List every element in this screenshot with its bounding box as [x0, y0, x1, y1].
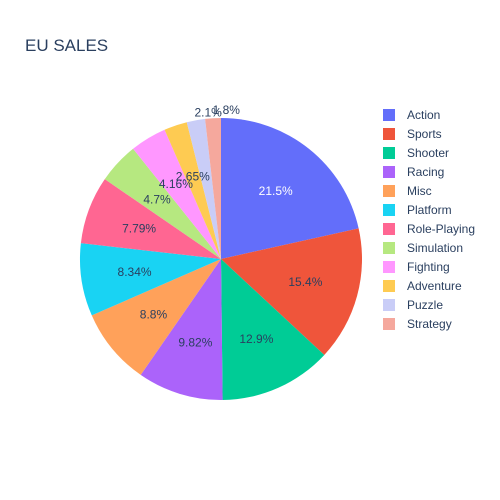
legend-item-racing[interactable]: Racing: [383, 165, 444, 179]
legend-label-adventure: Adventure: [407, 279, 462, 293]
pie-slice-fighting: [133, 129, 221, 259]
legend-item-action[interactable]: Action: [383, 108, 440, 122]
pie-slice-platform: [80, 243, 221, 316]
slice-label-sports: 15.4%: [288, 275, 322, 289]
legend-label-racing: Racing: [407, 165, 444, 179]
slice-label-misc: 8.8%: [140, 308, 168, 322]
pie-slice-misc: [91, 259, 222, 375]
legend-swatch-shooter: [383, 147, 395, 159]
slice-label-puzzle: 2.1%: [194, 105, 222, 119]
slice-label-racing: 9.82%: [178, 336, 212, 350]
legend-swatch-puzzle: [383, 299, 395, 311]
pie-slice-strategy: [205, 118, 221, 259]
legend-swatch-strategy: [383, 318, 395, 330]
legend-swatch-adventure: [383, 280, 395, 292]
pie-slice-adventure: [164, 122, 221, 259]
legend-label-misc: Misc: [407, 184, 432, 198]
legend-swatch-role-playing: [383, 223, 395, 235]
slice-label-adventure: 2.65%: [176, 169, 210, 183]
pie-slice-sports: [221, 228, 362, 355]
legend-item-fighting[interactable]: Fighting: [383, 260, 450, 274]
legend-label-action: Action: [407, 108, 440, 122]
legend-swatch-misc: [383, 185, 395, 197]
legend-swatch-sports: [383, 128, 395, 140]
pie-slices: [80, 118, 362, 400]
legend-item-strategy[interactable]: Strategy: [383, 317, 452, 331]
legend-item-adventure[interactable]: Adventure: [383, 279, 462, 293]
legend-item-misc[interactable]: Misc: [383, 184, 432, 198]
legend-swatch-racing: [383, 166, 395, 178]
pie-slice-puzzle: [186, 118, 221, 260]
slice-label-strategy: 1.8%: [213, 103, 241, 117]
legend-swatch-platform: [383, 204, 395, 216]
legend-label-platform: Platform: [407, 203, 452, 217]
legend: Action Sports Shooter Racing Misc Platform Rol…: [383, 108, 475, 331]
pie-slice-simulation: [104, 148, 221, 259]
legend-swatch-fighting: [383, 261, 395, 273]
legend-item-shooter[interactable]: Shooter: [383, 146, 449, 160]
legend-item-puzzle[interactable]: Puzzle: [383, 298, 443, 312]
legend-label-role-playing: Role-Playing: [407, 222, 475, 236]
slice-label-shooter: 12.9%: [239, 332, 273, 346]
legend-label-simulation: Simulation: [407, 241, 463, 255]
slice-label-role-playing: 7.79%: [122, 221, 156, 235]
slice-label-platform: 8.34%: [118, 265, 152, 279]
pie-slice-shooter: [221, 259, 325, 400]
legend-item-role-playing[interactable]: Role-Playing: [383, 222, 475, 236]
chart-title: EU SALES: [25, 36, 108, 55]
slice-label-fighting: 4.16%: [159, 177, 193, 191]
legend-label-puzzle: Puzzle: [407, 298, 443, 312]
legend-label-fighting: Fighting: [407, 260, 450, 274]
legend-swatch-simulation: [383, 242, 395, 254]
legend-label-sports: Sports: [407, 127, 442, 141]
legend-item-sports[interactable]: Sports: [383, 127, 442, 141]
legend-label-shooter: Shooter: [407, 146, 449, 160]
pie-slice-racing: [140, 259, 223, 400]
legend-item-simulation[interactable]: Simulation: [383, 241, 463, 255]
pie-slice-action: [221, 118, 359, 259]
slice-label-simulation: 4.7%: [143, 192, 171, 206]
legend-swatch-action: [383, 109, 395, 121]
slice-label-action: 21.5%: [259, 184, 293, 198]
legend-label-strategy: Strategy: [407, 317, 452, 331]
pie-slice-labels: 21.5% 15.4% 12.9% 9.82% 8.8% 8.34% 7.79% 4.7%4.…: [118, 103, 323, 349]
legend-item-platform[interactable]: Platform: [383, 203, 452, 217]
pie-slice-role-playing: [80, 179, 222, 259]
